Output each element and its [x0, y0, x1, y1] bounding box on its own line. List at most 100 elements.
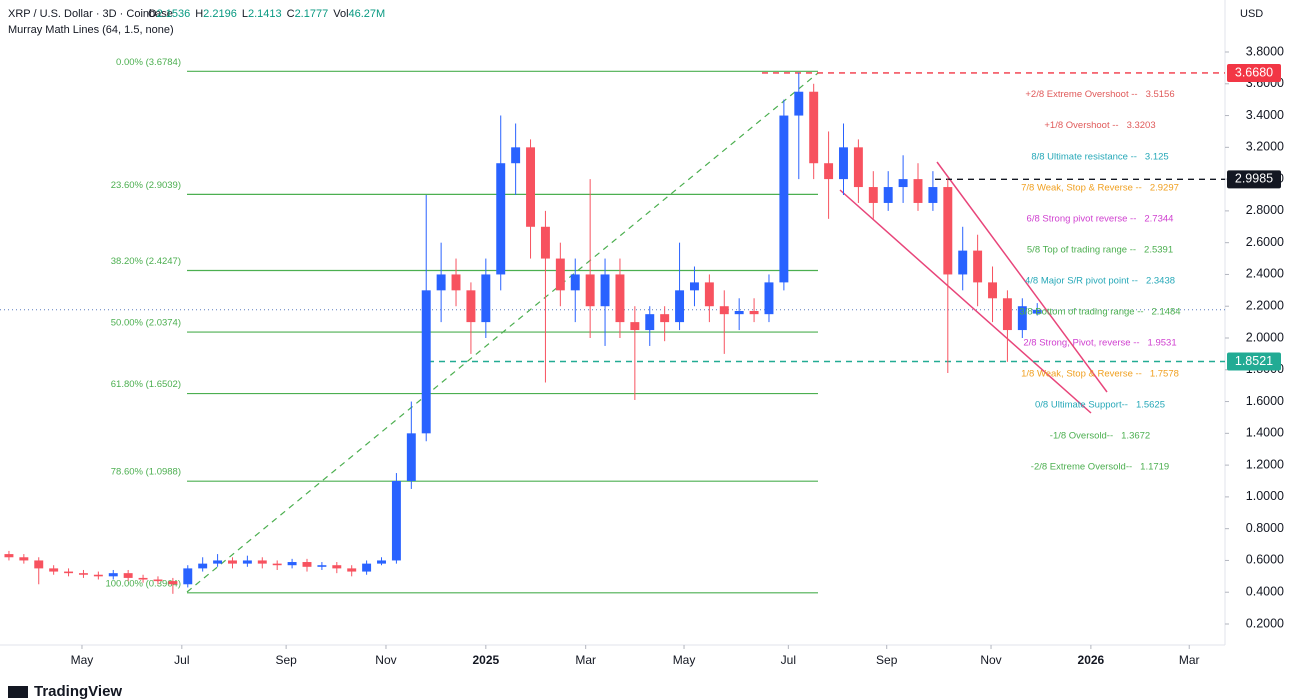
x-tick-label: Sep [876, 653, 898, 667]
candle-body [481, 274, 491, 323]
candle-body [347, 568, 357, 572]
candle-body [198, 563, 208, 569]
candle-body [675, 290, 685, 323]
candle-body [1002, 298, 1012, 331]
candle-body [93, 574, 103, 577]
y-tick-label: 0.2000 [1246, 616, 1284, 630]
candle-body [660, 314, 670, 323]
candle-body [630, 322, 640, 331]
candle-body [734, 310, 744, 315]
legend-key: H [195, 8, 203, 20]
price-badge [1227, 170, 1281, 189]
murray-name: 8/8 Ultimate resistance -- [1031, 151, 1137, 162]
candle-body [526, 147, 536, 227]
candle-body [421, 290, 431, 434]
murray-value: 2.3438 [1146, 275, 1175, 286]
x-tick-label: 2026 [1078, 653, 1105, 667]
y-tick-label: 1.2000 [1246, 457, 1284, 471]
candle-body [213, 560, 223, 564]
y-tick-label: 0.6000 [1246, 553, 1284, 567]
candle-body [466, 290, 476, 323]
legend-value: 2.2196 [203, 8, 237, 20]
x-tick-label: Mar [1179, 653, 1200, 667]
fib-label: 38.20% (2.4247) [111, 256, 181, 267]
murray-label: 3/8 Bottom of trading range -- 2.1484 [1019, 306, 1180, 317]
candle-body [749, 310, 759, 315]
murray-name: 0/8 Ultimate Support-- [1035, 399, 1128, 410]
currency: USD [1240, 8, 1263, 20]
candle-body [719, 306, 729, 315]
candle-body [600, 274, 610, 307]
murray-name: 6/8 Strong pivot reverse -- [1027, 213, 1137, 224]
murray-name: 3/8 Bottom of trading range -- [1019, 306, 1143, 317]
candle-body [228, 560, 237, 564]
candle-body [913, 179, 923, 203]
murray-label: 5/8 Top of trading range -- 2.5391 [1027, 244, 1173, 255]
murray-label: +2/8 Extreme Overshoot -- 3.5156 [1025, 89, 1174, 100]
candle-body [391, 481, 401, 561]
y-tick-label: 1.0000 [1246, 489, 1284, 503]
candle-body [436, 274, 446, 291]
murray-value: 3.3203 [1127, 120, 1156, 131]
price-badge-label: 3.6680 [1235, 65, 1273, 79]
murray-value: 1.1719 [1140, 461, 1169, 472]
indicator-label: Murray Math Lines (64, 1.5, none) [8, 24, 174, 36]
candle-body [19, 557, 29, 561]
symbol-title: XRP / U.S. Dollar · 3D · Coinbase [8, 8, 173, 20]
candle-body [839, 147, 848, 180]
y-tick-label: 3.4000 [1246, 108, 1284, 122]
candle-body [451, 274, 461, 291]
candle-body [317, 565, 327, 567]
y-tick-label: 1.6000 [1246, 394, 1284, 408]
candle-body [764, 282, 774, 315]
candle-body [138, 577, 148, 580]
brand-logo: TradingView [8, 683, 122, 700]
candle-body [779, 115, 789, 283]
price-badge-label: 2.9985 [1235, 172, 1273, 186]
candle-body [168, 581, 178, 585]
candle-body [272, 563, 282, 566]
murray-label: 2/8 Strong, Pivot, reverse -- 1.9531 [1023, 337, 1176, 348]
y-tick-label: 0.8000 [1246, 521, 1284, 535]
fib-label: 100.00% (0.3964) [105, 578, 181, 589]
candle-body [853, 147, 863, 188]
candle-body [1017, 306, 1027, 331]
murray-label: 7/8 Weak, Stop & Reverse -- 2.9297 [1021, 182, 1179, 193]
fib-label: 50.00% (2.0374) [111, 318, 181, 329]
candle-body [406, 433, 416, 481]
x-tick-label: Sep [275, 653, 297, 667]
fib-label: 61.80% (1.6502) [111, 379, 181, 390]
candle-body [153, 579, 163, 582]
price-badge [1227, 352, 1281, 371]
murray-value: 1.9531 [1148, 337, 1177, 348]
candle-body [645, 314, 655, 331]
brand-text: TradingView [34, 683, 122, 700]
murray-value: 3.125 [1145, 151, 1169, 162]
legend-value: 2.1413 [248, 8, 282, 20]
candle-body [287, 562, 297, 566]
candle-body [257, 560, 267, 564]
legend-value: 2.1777 [295, 8, 329, 20]
price-badge-label: 1.8521 [1235, 354, 1273, 368]
legend-key: L [242, 8, 248, 20]
channel-upper [936, 161, 1108, 393]
murray-name: 4/8 Major S/R pivot point -- [1025, 275, 1138, 286]
fib-label: 0.00% (3.6784) [116, 57, 181, 68]
candle-body [242, 560, 252, 564]
x-tick-label: Mar [575, 653, 596, 667]
ohlc-legend: O2.1536 H2.2196 L2.1413 C2.1777 Vol46.27M [148, 8, 385, 20]
candle-body [868, 187, 878, 203]
y-tick-label: 1.4000 [1246, 426, 1284, 440]
candle-body [64, 571, 74, 574]
murray-name: +1/8 Overshoot -- [1044, 120, 1118, 131]
candle-body [824, 163, 834, 180]
x-tick-label: May [673, 653, 696, 667]
fib-label: 78.60% (1.0988) [111, 467, 181, 478]
murray-name: +2/8 Extreme Overshoot -- [1025, 89, 1137, 100]
murray-label: -2/8 Extreme Oversold-- 1.1719 [1031, 461, 1169, 472]
murray-label: +1/8 Overshoot -- 3.3203 [1044, 120, 1155, 131]
legend-key: Vol [333, 8, 348, 20]
candle-body [898, 179, 908, 188]
murray-label: 0/8 Ultimate Support-- 1.5625 [1035, 399, 1165, 410]
x-tick-label: 2025 [472, 653, 499, 667]
